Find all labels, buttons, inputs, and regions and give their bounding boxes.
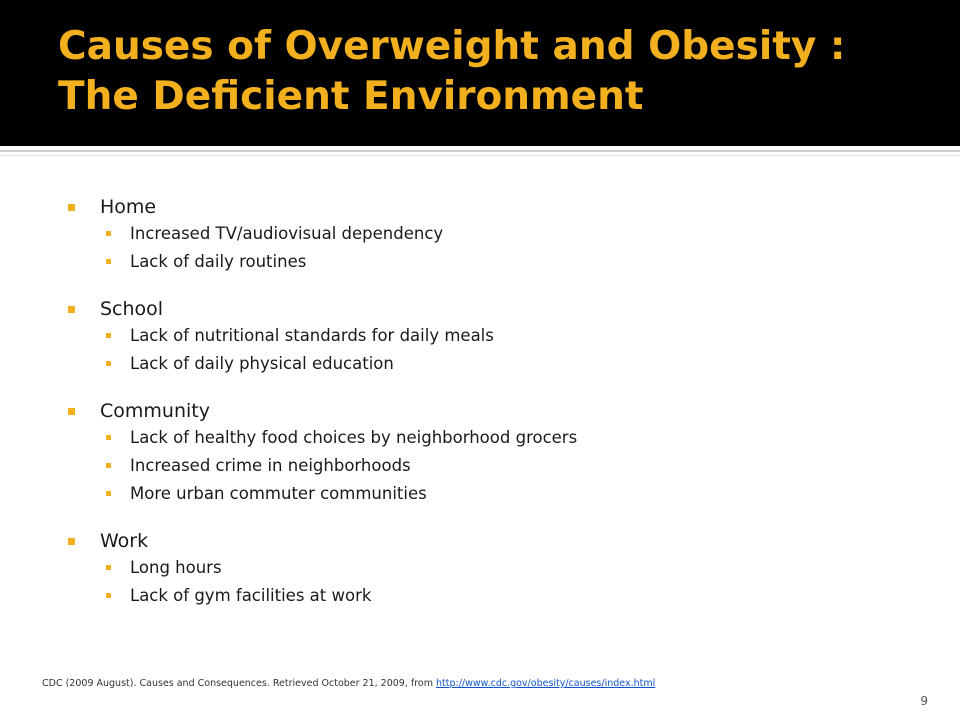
list-item-label: Lack of healthy food choices by neighbor…: [130, 428, 578, 447]
square-bullet-icon: [106, 491, 111, 496]
square-bullet-icon: [106, 259, 111, 264]
slide-title: Causes of Overweight and Obesity : The D…: [58, 22, 845, 122]
list-item: Increased TV/audiovisual dependency: [66, 220, 926, 248]
citation-link[interactable]: http://www.cdc.gov/obesity/causes/index.…: [436, 678, 656, 689]
square-bullet-icon: [68, 408, 75, 415]
section-work: Work Long hours Lack of gym facilities a…: [66, 528, 926, 610]
square-bullet-icon: [68, 538, 75, 545]
list-item-label: Lack of gym facilities at work: [130, 586, 372, 605]
square-bullet-icon: [106, 593, 111, 598]
square-bullet-icon: [68, 306, 75, 313]
list-item: Lack of gym facilities at work: [66, 582, 926, 610]
divider-line: [0, 150, 960, 152]
list-item-label: Lack of daily routines: [130, 252, 307, 271]
divider-line-thin: [0, 155, 960, 156]
square-bullet-icon: [106, 463, 111, 468]
section-home: Home Increased TV/audiovisual dependency…: [66, 194, 926, 276]
square-bullet-icon: [106, 231, 111, 236]
title-line-1: Causes of Overweight and Obesity :: [58, 24, 846, 69]
list-item: Long hours: [66, 554, 926, 582]
list-item: Home: [66, 194, 926, 220]
list-item-label: More urban commuter communities: [130, 484, 427, 503]
square-bullet-icon: [106, 565, 111, 570]
list-item-label: Lack of nutritional standards for daily …: [130, 326, 494, 345]
list-item: Lack of daily routines: [66, 248, 926, 276]
list-item: Lack of nutritional standards for daily …: [66, 322, 926, 350]
square-bullet-icon: [106, 435, 111, 440]
section-school: School Lack of nutritional standards for…: [66, 296, 926, 378]
list-item: Community: [66, 398, 926, 424]
page-number: 9: [920, 694, 928, 708]
list-item: Lack of healthy food choices by neighbor…: [66, 424, 926, 452]
title-bar: Causes of Overweight and Obesity : The D…: [0, 0, 960, 146]
list-item: Work: [66, 528, 926, 554]
square-bullet-icon: [106, 361, 111, 366]
section-heading: Home: [100, 196, 157, 218]
citation-text: CDC (2009 August). Causes and Consequenc…: [42, 678, 437, 689]
list-item: More urban commuter communities: [66, 480, 926, 508]
list-item: School: [66, 296, 926, 322]
list-item-label: Increased crime in neighborhoods: [130, 456, 411, 475]
list-item-label: Lack of daily physical education: [130, 354, 394, 373]
section-heading: Community: [100, 400, 210, 422]
citation: CDC (2009 August). Causes and Consequenc…: [42, 678, 655, 690]
list-item-label: Increased TV/audiovisual dependency: [130, 224, 444, 243]
list-item: Lack of daily physical education: [66, 350, 926, 378]
section-heading: School: [100, 298, 164, 320]
list-item: Increased crime in neighborhoods: [66, 452, 926, 480]
square-bullet-icon: [106, 333, 111, 338]
section-heading: Work: [100, 530, 149, 552]
list-item-label: Long hours: [130, 558, 222, 577]
title-line-2: The Deficient Environment: [58, 74, 644, 119]
section-community: Community Lack of healthy food choices b…: [66, 398, 926, 508]
square-bullet-icon: [68, 204, 75, 211]
bullet-list: Home Increased TV/audiovisual dependency…: [66, 194, 926, 630]
